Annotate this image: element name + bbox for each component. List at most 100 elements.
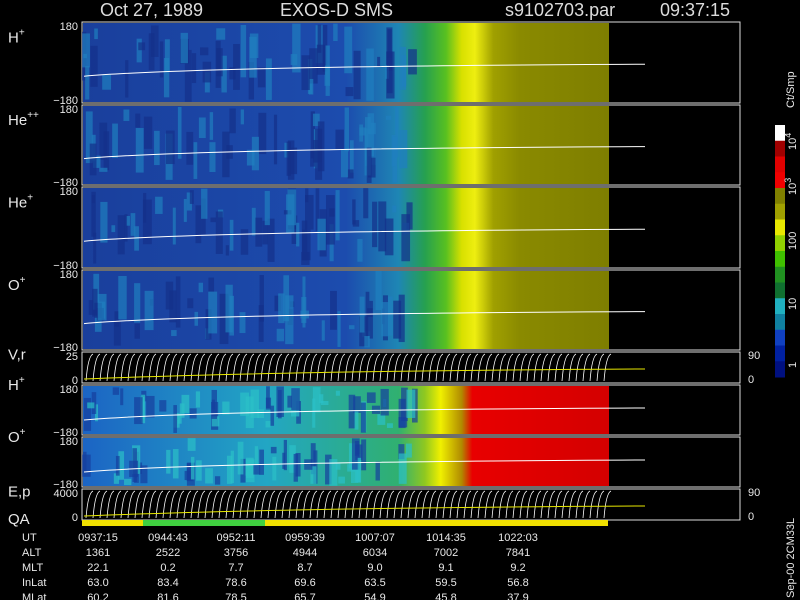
spectrogram-cell bbox=[114, 311, 120, 327]
spectrogram-cell bbox=[140, 465, 148, 484]
spectrogram-cell bbox=[186, 131, 194, 165]
spectrogram-cell bbox=[111, 225, 116, 233]
cell: 7841 bbox=[506, 547, 530, 559]
cell: 65.7 bbox=[294, 592, 315, 600]
panel-label-sup: + bbox=[19, 375, 25, 386]
spectrogram-cell bbox=[85, 111, 93, 164]
spectrogram-cell bbox=[335, 190, 340, 241]
qa-label: QA bbox=[8, 511, 30, 528]
spectrogram-cell bbox=[273, 114, 278, 165]
spectrogram-cell bbox=[134, 323, 140, 339]
spectrogram-cell bbox=[310, 148, 316, 167]
spectrogram-cell bbox=[92, 155, 101, 168]
spectrogram-cell bbox=[229, 219, 234, 251]
spectrogram-cell bbox=[186, 192, 192, 211]
spectrogram-cell bbox=[150, 25, 159, 57]
spectrogram-cell bbox=[344, 107, 349, 152]
spectrogram-cell bbox=[248, 62, 255, 100]
spectrogram-cell bbox=[366, 147, 372, 183]
spectrogram-cell bbox=[85, 66, 90, 100]
spectrogram-cell bbox=[99, 122, 108, 160]
spectrogram-cell bbox=[255, 217, 263, 247]
spectrogram-cell bbox=[278, 293, 285, 324]
spectrogram-cell bbox=[312, 113, 320, 127]
panel-label-name: E,p bbox=[8, 484, 31, 501]
spectrogram-cell bbox=[117, 215, 125, 255]
spectrogram-cell bbox=[320, 400, 329, 406]
spectrogram-cell bbox=[93, 232, 97, 264]
spectrogram-cell bbox=[134, 283, 141, 323]
spectrogram-cell bbox=[352, 199, 356, 225]
colorbar-tick-label: 10 bbox=[787, 298, 799, 310]
colorbar-unit: Ct/Smp bbox=[785, 71, 797, 108]
spectrogram-cell bbox=[401, 214, 411, 262]
spectrogram-cell bbox=[398, 294, 405, 343]
y2-tick-label: 0 bbox=[748, 374, 754, 386]
spectrogram-cell bbox=[375, 271, 382, 311]
spectrogram-cell bbox=[194, 311, 199, 326]
trace-line bbox=[83, 63, 646, 77]
colorbar-cell bbox=[775, 345, 785, 362]
y-tick-label: −180 bbox=[53, 427, 78, 439]
spectrogram-cell bbox=[335, 129, 344, 149]
spectrogram-cell bbox=[201, 188, 208, 219]
spectrogram-cell bbox=[229, 67, 236, 80]
spectrogram-cell bbox=[353, 396, 361, 413]
panel-label: O+ bbox=[8, 427, 26, 446]
spectrogram-cell bbox=[253, 464, 261, 475]
spectrogram-cell bbox=[393, 300, 402, 339]
spectrogram-cell bbox=[195, 205, 202, 244]
cell: 0.2 bbox=[160, 562, 175, 574]
spectrogram-cell bbox=[82, 454, 91, 477]
spectrogram-cell bbox=[138, 42, 146, 51]
cell: 0937:15 bbox=[78, 532, 118, 544]
spectrogram-cell bbox=[200, 47, 209, 56]
spectrogram-cell bbox=[100, 201, 108, 243]
spectrogram bbox=[83, 438, 609, 486]
spectrogram-cell bbox=[308, 78, 314, 95]
spectrogram-cell bbox=[391, 134, 396, 167]
spectrogram-cell bbox=[287, 140, 295, 180]
spectrogram-cell bbox=[99, 167, 108, 172]
spectrogram-cell bbox=[340, 149, 349, 178]
colorbar-cell bbox=[775, 251, 785, 268]
spectrogram-cell bbox=[380, 388, 389, 416]
spectrogram-cell bbox=[312, 398, 316, 428]
cell: 7.7 bbox=[228, 562, 243, 574]
spectrogram-cell bbox=[225, 284, 233, 333]
spectrogram-cell bbox=[357, 457, 362, 483]
spectrogram-cell bbox=[237, 441, 244, 475]
colorbar-cell bbox=[775, 156, 785, 173]
spectrogram-cell bbox=[357, 238, 363, 262]
spectrogram-cell bbox=[181, 394, 190, 414]
spectrogram bbox=[83, 188, 609, 267]
spectrogram-cell bbox=[221, 55, 227, 93]
cell: 0959:39 bbox=[285, 532, 325, 544]
spectrogram-cell bbox=[349, 140, 354, 173]
spectrogram-cell bbox=[166, 449, 171, 474]
footer-label: Sep-00 2CM33L bbox=[785, 518, 797, 598]
spectrogram-cell bbox=[144, 290, 154, 331]
panel-label: H+ bbox=[8, 28, 25, 47]
colorbar-cell bbox=[775, 188, 785, 205]
spectrogram-cell bbox=[90, 45, 98, 87]
colorbar-cell bbox=[775, 282, 785, 299]
panel-label-sup: + bbox=[20, 275, 26, 286]
spectrogram-cell bbox=[270, 405, 275, 426]
spectrogram-cell bbox=[353, 50, 361, 100]
y-tick-label: −180 bbox=[53, 342, 78, 354]
y-tick-label: 25 bbox=[66, 351, 78, 363]
spectrogram-cell bbox=[282, 452, 286, 469]
spectrogram-cell bbox=[229, 108, 236, 134]
colorbar-cell bbox=[775, 140, 785, 157]
cell: 78.5 bbox=[225, 592, 246, 600]
spectrogram-cell bbox=[335, 390, 340, 396]
spectrogram-cell bbox=[265, 397, 272, 410]
spectrogram-cell bbox=[330, 290, 337, 330]
spectrogram-cell bbox=[338, 476, 345, 484]
spectrogram-cell bbox=[189, 408, 197, 419]
spectrogram-cell bbox=[173, 405, 177, 433]
spectrogram-cell bbox=[155, 196, 163, 214]
panel-label-sup: + bbox=[27, 193, 33, 204]
spectrogram-cell bbox=[296, 222, 300, 247]
